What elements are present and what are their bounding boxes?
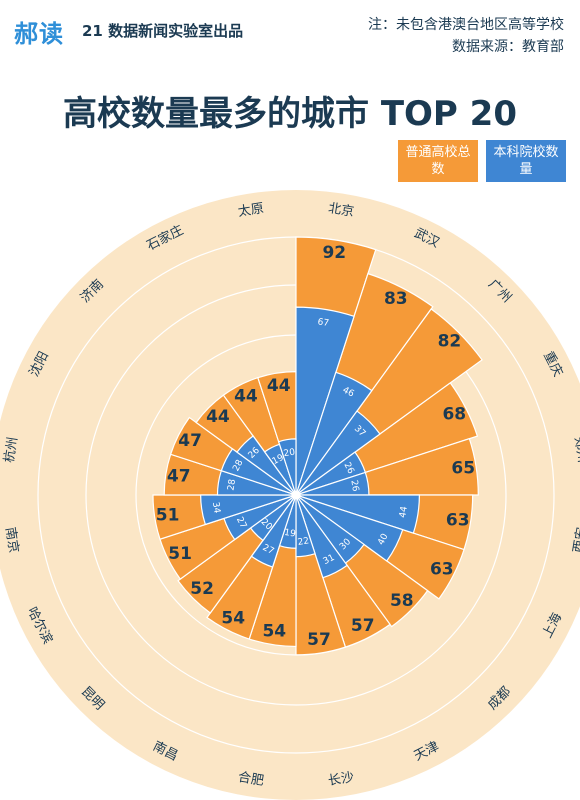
label-undergrad-19: 20: [283, 448, 296, 460]
category-label-14: 南京: [2, 526, 22, 554]
label-undergrad-1: 46: [341, 385, 356, 399]
label-total-0: 92: [322, 243, 346, 263]
label-total-8: 57: [351, 616, 375, 636]
bar-undergrad-14: [200, 494, 297, 526]
bar-undergrad-9: [295, 494, 316, 558]
label-undergrad-11: 27: [261, 543, 276, 557]
label-undergrad-6: 40: [376, 532, 390, 547]
label-total-17: 44: [206, 407, 230, 427]
legend: 普通高校总数 本科院校数量: [398, 140, 566, 182]
note-source: 数据来源：教育部: [452, 39, 564, 55]
source-note: 注：未包含港澳台地区高等学校 数据来源：教育部: [368, 14, 564, 58]
bar-undergrad-16: [220, 448, 297, 496]
label-total-4: 65: [451, 459, 475, 479]
label-total-13: 51: [168, 544, 192, 564]
header: 郝读 21 数据新闻实验室出品 注：未包含港澳台地区高等学校 数据来源：教育部: [0, 0, 580, 72]
legend-total: 普通高校总数: [398, 140, 478, 182]
label-undergrad-14: 34: [210, 501, 222, 514]
label-undergrad-9: 22: [297, 536, 310, 548]
category-label-5: 西安: [571, 526, 580, 554]
bar-undergrad-2: [295, 410, 381, 496]
bar-undergrad-19: [277, 438, 297, 496]
category-label-15: 杭州: [2, 436, 21, 464]
label-total-7: 58: [390, 591, 414, 611]
label-undergrad-3: 26: [341, 461, 355, 476]
producer-credit: 21 数据新闻实验室出品: [82, 22, 244, 40]
radial-bar-chart: 9267北京8346武汉8237广州6826重庆6526郑州6344西安6340…: [0, 190, 580, 800]
legend-undergrad: 本科院校数量: [486, 140, 566, 182]
bar-undergrad-1: [295, 371, 373, 496]
label-total-11: 54: [221, 608, 245, 628]
label-total-19: 44: [267, 376, 291, 396]
bar-undergrad-0: [295, 306, 355, 496]
label-total-2: 82: [438, 332, 462, 352]
label-undergrad-5: 44: [398, 505, 410, 518]
label-total-12: 52: [190, 579, 214, 599]
category-label-19: 太原: [237, 201, 265, 220]
label-total-16: 47: [178, 431, 202, 451]
chart-title: 高校数量最多的城市 TOP 20: [62, 94, 517, 134]
label-total-1: 83: [384, 289, 408, 309]
label-undergrad-13: 27: [234, 516, 248, 531]
brand-logo: 郝读: [14, 20, 64, 48]
label-undergrad-10: 19: [283, 528, 296, 540]
bar-undergrad-11: [250, 494, 297, 568]
label-undergrad-0: 67: [317, 317, 330, 329]
label-total-15: 47: [167, 466, 191, 486]
category-label-0: 北京: [327, 201, 355, 220]
category-label-4: 郑州: [571, 436, 580, 464]
bar-undergrad-8: [295, 494, 348, 579]
label-total-5: 63: [446, 511, 470, 531]
label-total-18: 44: [234, 387, 258, 407]
category-label-9: 长沙: [327, 770, 355, 789]
label-undergrad-8: 31: [322, 553, 337, 567]
label-undergrad-4: 26: [348, 479, 360, 492]
label-undergrad-16: 28: [231, 458, 245, 473]
label-total-3: 68: [442, 404, 466, 424]
label-undergrad-15: 28: [226, 478, 238, 491]
label-total-14: 51: [156, 505, 180, 525]
note-exclusion: 注：未包含港澳台地区高等学校: [368, 17, 564, 33]
label-undergrad-18: 19: [271, 453, 286, 467]
label-total-6: 63: [430, 559, 454, 579]
bar-undergrad-6: [295, 494, 404, 562]
label-total-10: 54: [262, 622, 286, 642]
chart-center-dot: [292, 491, 300, 499]
bar-undergrad-17: [236, 435, 297, 496]
category-label-10: 合肥: [237, 770, 265, 789]
label-total-9: 57: [307, 630, 331, 650]
